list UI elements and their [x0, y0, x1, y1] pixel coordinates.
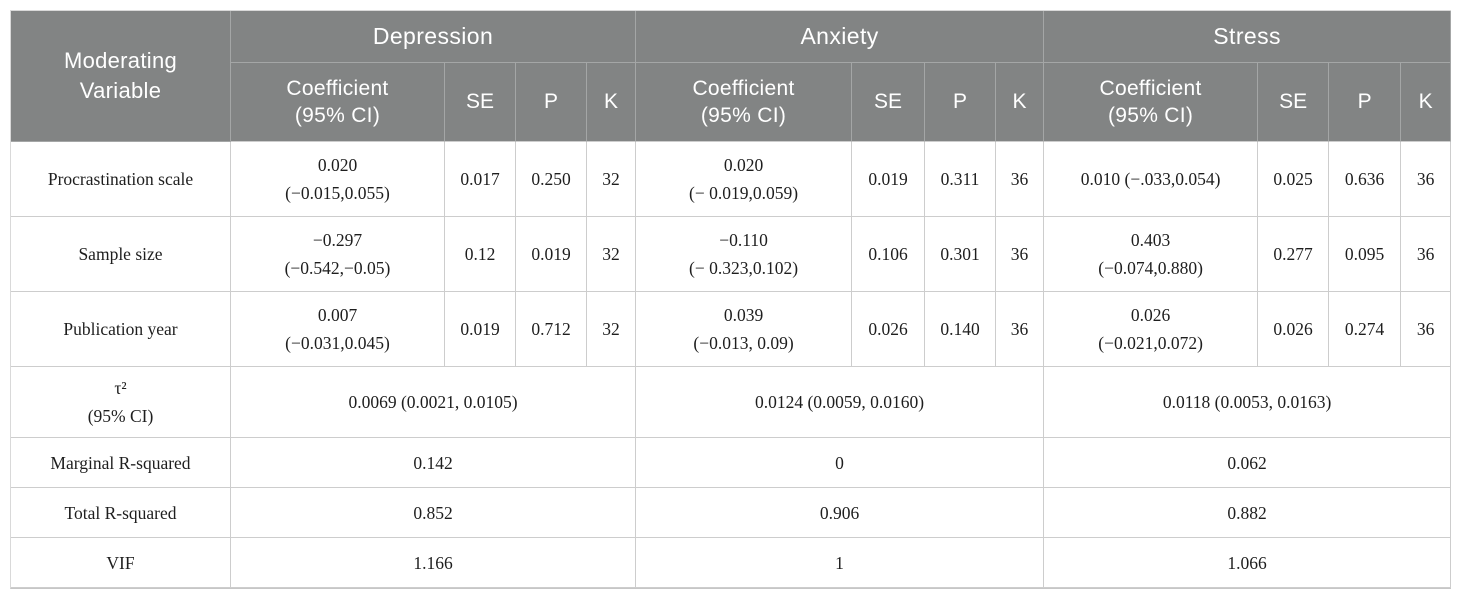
stress-coefficient-cell: 0.010 (−.033,0.054) [1044, 142, 1259, 217]
depression-summary-cell: 0.0069 (0.0021, 0.0105) [231, 367, 637, 438]
anxiety-summary-cell: 0.906 [636, 488, 1045, 538]
header-stress-k: K [1401, 63, 1452, 142]
header-group-row: Moderating Variable Depression Anxiety S… [11, 11, 1452, 142]
depression-coefficient-cell: 0.020 (−0.015,0.055) [231, 142, 445, 217]
depression-coefficient-cell: −0.297 (−0.542,−0.05) [231, 217, 445, 292]
anxiety-p-cell: 0.311 [925, 142, 997, 217]
header-depression-se: SE [445, 63, 516, 142]
depression-summary-cell: 0.142 [231, 438, 637, 488]
stress-p-cell: 0.274 [1329, 292, 1402, 367]
stress-se-cell: 0.025 [1258, 142, 1330, 217]
anxiety-k-cell: 36 [996, 292, 1045, 367]
depression-k-cell: 32 [587, 217, 637, 292]
stress-coefficient-cell: 0.403 (−0.074,0.880) [1044, 217, 1259, 292]
row-label: Sample size [11, 217, 231, 292]
depression-se-cell: 0.12 [445, 217, 516, 292]
row-marginal-r-squared: Marginal R-squared 0.142 0 0.062 [11, 438, 1452, 488]
anxiety-summary-cell: 0.0124 (0.0059, 0.0160) [636, 367, 1045, 438]
header-depression-coefficient: Coefficient (95% CI) [231, 63, 445, 142]
moderation-analysis-table: Moderating Variable Depression Anxiety S… [10, 10, 1452, 589]
header-group-depression: Depression [231, 11, 637, 63]
row-procrastination-scale: Procrastination scale 0.020 (−0.015,0.05… [11, 142, 1452, 217]
stress-p-cell: 0.095 [1329, 217, 1402, 292]
anxiety-se-cell: 0.019 [852, 142, 926, 217]
header-depression-p: P [516, 63, 587, 142]
header-anxiety-coefficient: Coefficient (95% CI) [636, 63, 853, 142]
depression-se-cell: 0.017 [445, 142, 516, 217]
header-stress-se: SE [1258, 63, 1330, 142]
anxiety-se-cell: 0.106 [852, 217, 926, 292]
depression-p-cell: 0.712 [516, 292, 587, 367]
anxiety-coefficient-cell: −0.110 (− 0.323,0.102) [636, 217, 853, 292]
anxiety-coefficient-cell: 0.039 (−0.013, 0.09) [636, 292, 853, 367]
header-stress-coefficient: Coefficient (95% CI) [1044, 63, 1259, 142]
row-label: Total R-squared [11, 488, 231, 538]
depression-k-cell: 32 [587, 292, 637, 367]
stress-summary-cell: 1.066 [1044, 538, 1452, 588]
stress-k-cell: 36 [1401, 142, 1452, 217]
depression-p-cell: 0.250 [516, 142, 587, 217]
stress-k-cell: 36 [1401, 217, 1452, 292]
depression-p-cell: 0.019 [516, 217, 587, 292]
depression-summary-cell: 0.852 [231, 488, 637, 538]
anxiety-p-cell: 0.301 [925, 217, 997, 292]
row-label: Marginal R-squared [11, 438, 231, 488]
stress-k-cell: 36 [1401, 292, 1452, 367]
anxiety-summary-cell: 1 [636, 538, 1045, 588]
row-total-r-squared: Total R-squared 0.852 0.906 0.882 [11, 488, 1452, 538]
header-group-anxiety: Anxiety [636, 11, 1045, 63]
header-moderating-variable: Moderating Variable [11, 11, 231, 142]
header-anxiety-se: SE [852, 63, 926, 142]
stress-p-cell: 0.636 [1329, 142, 1402, 217]
anxiety-summary-cell: 0 [636, 438, 1045, 488]
stress-se-cell: 0.277 [1258, 217, 1330, 292]
header-group-stress: Stress [1044, 11, 1452, 63]
header-depression-k: K [587, 63, 637, 142]
stress-coefficient-cell: 0.026 (−0.021,0.072) [1044, 292, 1259, 367]
row-vif: VIF 1.166 1 1.066 [11, 538, 1452, 588]
row-publication-year: Publication year 0.007 (−0.031,0.045) 0.… [11, 292, 1452, 367]
anxiety-k-cell: 36 [996, 142, 1045, 217]
header-stress-p: P [1329, 63, 1402, 142]
stress-summary-cell: 0.0118 (0.0053, 0.0163) [1044, 367, 1452, 438]
header-anxiety-p: P [925, 63, 997, 142]
anxiety-se-cell: 0.026 [852, 292, 926, 367]
depression-coefficient-cell: 0.007 (−0.031,0.045) [231, 292, 445, 367]
row-label: VIF [11, 538, 231, 588]
header-sub-row: Coefficient (95% CI) SE P K Coefficient … [11, 63, 1452, 142]
stress-se-cell: 0.026 [1258, 292, 1330, 367]
row-sample-size: Sample size −0.297 (−0.542,−0.05) 0.12 0… [11, 217, 1452, 292]
row-tau-squared: τ² (95% CI) 0.0069 (0.0021, 0.0105) 0.01… [11, 367, 1452, 438]
anxiety-p-cell: 0.140 [925, 292, 997, 367]
anxiety-k-cell: 36 [996, 217, 1045, 292]
depression-se-cell: 0.019 [445, 292, 516, 367]
anxiety-coefficient-cell: 0.020 (− 0.019,0.059) [636, 142, 853, 217]
row-label: τ² (95% CI) [11, 367, 231, 438]
header-anxiety-k: K [996, 63, 1045, 142]
depression-k-cell: 32 [587, 142, 637, 217]
row-label: Publication year [11, 292, 231, 367]
stress-summary-cell: 0.062 [1044, 438, 1452, 488]
depression-summary-cell: 1.166 [231, 538, 637, 588]
row-label: Procrastination scale [11, 142, 231, 217]
stress-summary-cell: 0.882 [1044, 488, 1452, 538]
